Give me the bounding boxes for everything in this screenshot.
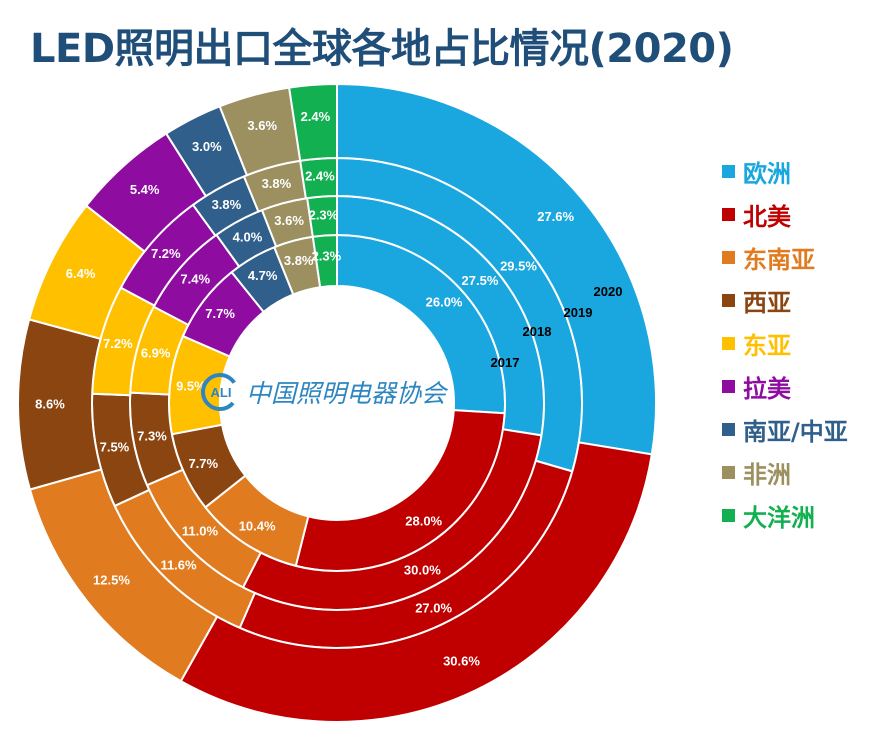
logo-badge-text: ALI xyxy=(211,385,232,400)
legend-item: 非洲 xyxy=(722,451,848,494)
legend-label: 东亚 xyxy=(743,332,791,360)
legend-swatch xyxy=(722,294,735,307)
donut-segment xyxy=(336,82,657,456)
legend-swatch xyxy=(722,466,735,479)
segment-value-label: 3.0% xyxy=(192,139,222,154)
legend-item: 拉美 xyxy=(722,365,848,408)
legend-item: 东南亚 xyxy=(722,236,848,279)
legend-item: 东亚 xyxy=(722,322,848,365)
segment-value-label: 26.0% xyxy=(426,294,463,309)
segment-value-label: 11.6% xyxy=(160,558,197,573)
ring-year-label: 2017 xyxy=(491,355,520,370)
segment-value-label: 2.4% xyxy=(301,109,331,124)
donut-segment xyxy=(287,82,338,162)
segment-value-label: 3.8% xyxy=(262,176,292,191)
legend-swatch xyxy=(722,251,735,264)
segment-value-label: 3.6% xyxy=(247,118,277,133)
segment-value-label: 28.0% xyxy=(405,514,442,529)
segment-value-label: 9.5% xyxy=(176,379,206,394)
segment-value-label: 12.5% xyxy=(93,573,130,588)
segment-value-label: 7.2% xyxy=(103,336,133,351)
segment-value-label: 7.7% xyxy=(205,306,235,321)
cali-logo-icon: ALI xyxy=(201,373,239,411)
legend-swatch xyxy=(722,208,735,221)
segment-value-label: 6.9% xyxy=(141,345,171,360)
segment-value-label: 2.4% xyxy=(305,169,335,184)
segment-labels: 26.0%28.0%10.4%7.7%9.5%7.7%4.7%3.8%2.3%2… xyxy=(35,109,574,669)
segment-value-label: 27.0% xyxy=(415,600,452,615)
legend-label: 欧洲 xyxy=(743,160,791,188)
legend-item: 西亚 xyxy=(722,279,848,322)
segment-value-label: 7.4% xyxy=(180,272,210,287)
legend-item: 欧洲 xyxy=(722,150,848,193)
ring-year-label: 2018 xyxy=(523,324,552,339)
legend-label: 东南亚 xyxy=(743,246,815,274)
segment-value-label: 27.6% xyxy=(537,209,574,224)
segment-value-label: 10.4% xyxy=(239,518,276,533)
segment-value-label: 7.2% xyxy=(151,246,181,261)
segment-value-label: 8.6% xyxy=(35,396,65,411)
legend-swatch xyxy=(722,165,735,178)
segment-value-label: 3.6% xyxy=(274,213,304,228)
association-logo: ALI 中国照明电器协会 xyxy=(200,372,446,412)
chart-title: LED照明出口全球各地占比情况(2020) xyxy=(30,26,734,72)
legend-label: 南亚/中亚 xyxy=(743,418,848,446)
legend-label: 拉美 xyxy=(743,375,791,403)
ring-year-label: 2019 xyxy=(564,305,593,320)
logo-org-name: 中国照明电器协会 xyxy=(246,379,447,408)
chart-legend: 欧洲北美东南亚西亚东亚拉美南亚/中亚非洲大洋洲 xyxy=(722,150,848,537)
segment-value-label: 30.0% xyxy=(404,563,441,578)
segment-value-label: 3.8% xyxy=(284,253,314,268)
legend-item: 南亚/中亚 xyxy=(722,408,848,451)
legend-label: 大洋洲 xyxy=(743,504,815,532)
legend-swatch xyxy=(722,337,735,350)
legend-item: 大洋洲 xyxy=(722,494,848,537)
segment-value-label: 7.3% xyxy=(137,428,167,443)
segment-value-label: 7.5% xyxy=(100,440,130,455)
donut-rings xyxy=(17,82,657,723)
segment-value-label: 30.6% xyxy=(443,654,480,669)
legend-swatch xyxy=(722,380,735,393)
ring-year-label: 2020 xyxy=(594,284,623,299)
legend-label: 北美 xyxy=(743,203,791,231)
segment-value-label: 3.8% xyxy=(212,197,242,212)
segment-value-label: 2.3% xyxy=(309,207,339,222)
legend-label: 西亚 xyxy=(743,289,791,317)
segment-value-label: 5.4% xyxy=(130,182,160,197)
segment-value-label: 7.7% xyxy=(188,456,218,471)
donut-segment xyxy=(179,441,653,723)
segment-value-label: 29.5% xyxy=(500,259,537,274)
legend-swatch xyxy=(722,423,735,436)
legend-label: 非洲 xyxy=(743,461,791,489)
segment-value-label: 2.3% xyxy=(312,248,342,263)
legend-swatch xyxy=(722,509,735,522)
segment-value-label: 11.0% xyxy=(182,524,219,539)
segment-value-label: 6.4% xyxy=(66,266,96,281)
legend-item: 北美 xyxy=(722,193,848,236)
segment-value-label: 4.7% xyxy=(248,268,278,283)
segment-value-label: 27.5% xyxy=(462,273,499,288)
segment-value-label: 4.0% xyxy=(233,230,263,245)
